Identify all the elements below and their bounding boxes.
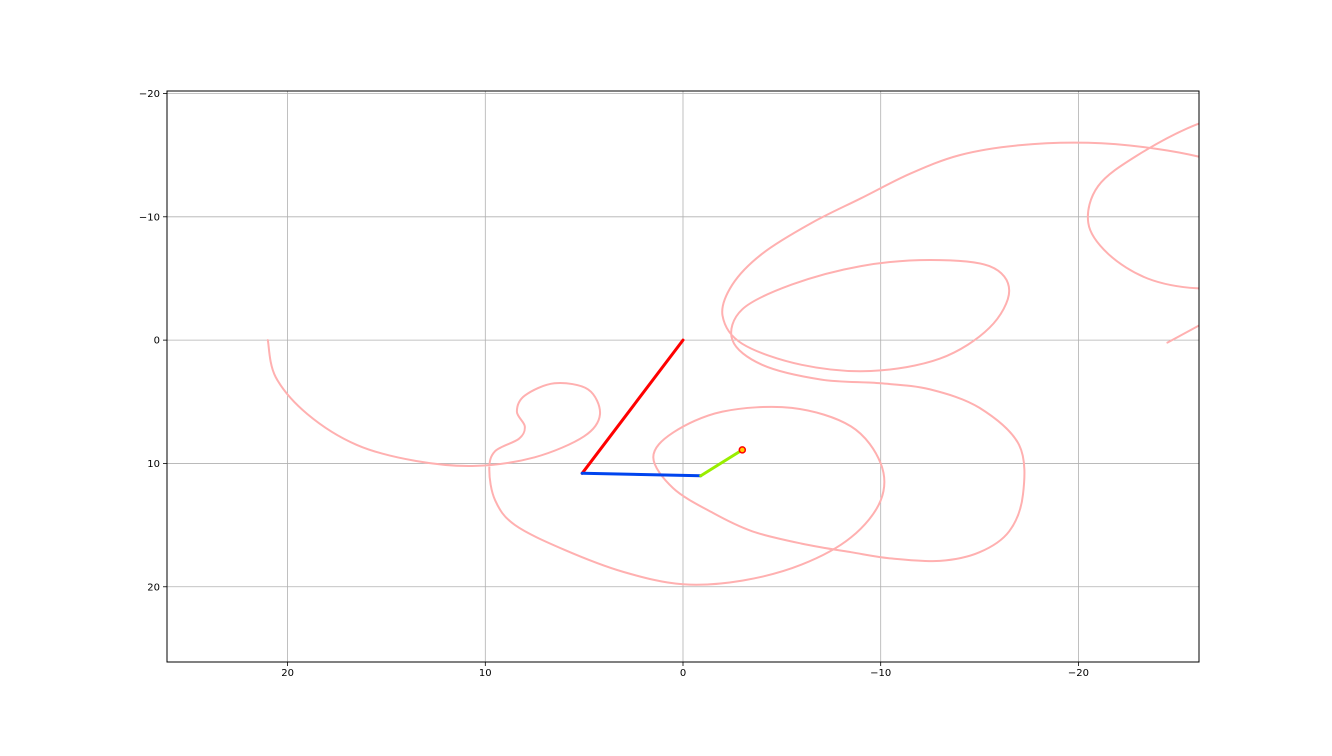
y-tick-label: 10: [147, 459, 160, 470]
grid-lines: [167, 91, 1199, 662]
x-tick-label: −20: [1068, 668, 1089, 679]
x-tick-label: 0: [680, 668, 686, 679]
y-tick-label: 0: [154, 336, 160, 347]
trace-path: [266, 122, 1199, 586]
x-tick-label: 10: [479, 668, 492, 679]
y-tick-label: 20: [147, 582, 160, 593]
arm-layer: [580, 338, 747, 478]
x-tick-label: 20: [281, 668, 294, 679]
x-axis-ticks: 20 10 0 −10 −20: [281, 662, 1089, 679]
x-tick-label: −10: [870, 668, 891, 679]
y-tick-label: −20: [139, 89, 160, 100]
trace-layer: [266, 122, 1199, 586]
end-point: [738, 446, 747, 454]
y-tick-label: −10: [139, 212, 160, 223]
link-3: [699, 448, 744, 478]
link-2: [580, 471, 703, 478]
link-1: [580, 338, 685, 475]
y-axis-ticks: −20 −10 0 10 20: [139, 89, 167, 593]
